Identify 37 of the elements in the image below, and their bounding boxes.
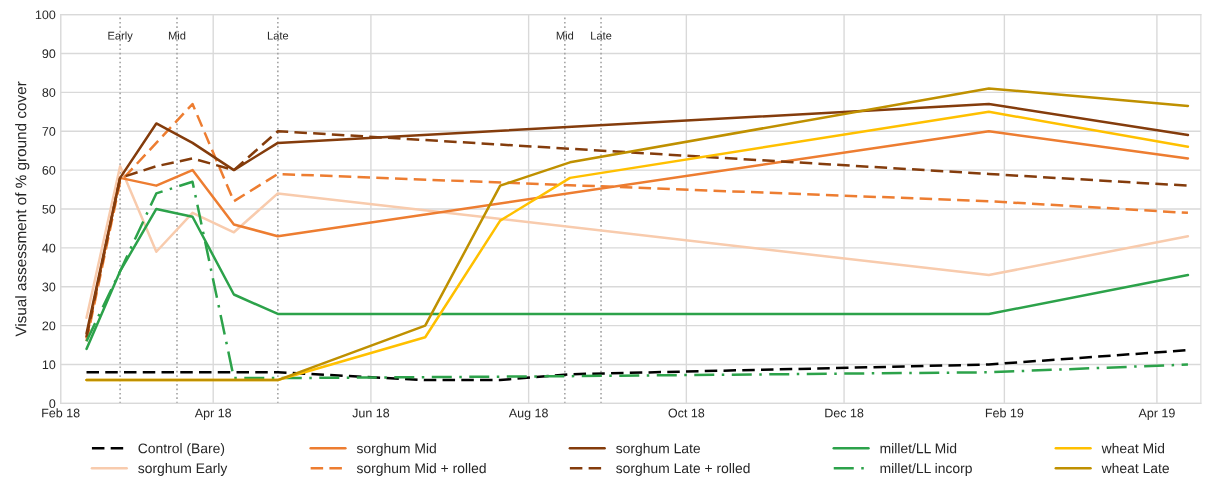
y-tick-label: 100	[35, 10, 56, 20]
y-tick-label: 40	[42, 243, 56, 253]
x-tick-label: Apr 19	[1138, 408, 1175, 420]
legend-label: sorghum Late + rolled	[616, 462, 750, 476]
legend-label: sorghum Mid + rolled	[356, 462, 486, 476]
legend-label: millet/LL incorp	[880, 462, 972, 476]
legend-label: millet/LL Mid	[880, 443, 957, 454]
y-tick-label: 10	[42, 360, 56, 370]
x-tick-label: Feb 18	[42, 408, 80, 418]
x-tick-label: Aug 18	[508, 408, 548, 420]
ref-line-label: Early	[108, 31, 133, 42]
line-series	[85, 180, 1190, 380]
ref-line-label: Mid	[556, 31, 574, 40]
y-tick-label: 20	[42, 321, 56, 331]
legend-label: Control (Bare)	[138, 443, 225, 457]
ref-line-label: Late	[267, 31, 289, 40]
x-tick-label: Apr 18	[194, 408, 232, 420]
y-tick-label: 70	[42, 127, 56, 136]
x-tick-label: Feb 19	[985, 408, 1024, 418]
x-tick-label: Jun 18	[352, 408, 390, 418]
y-tick-label: 80	[42, 88, 56, 97]
ref-line-label: Late	[591, 31, 612, 40]
y-tick-label: 60	[42, 165, 56, 175]
y-tick-label: 30	[42, 282, 56, 292]
x-tick-label: Dec 18	[825, 408, 864, 418]
x-tick-label: Oct 18	[668, 408, 705, 418]
legend-label: wheat Late	[1101, 462, 1169, 474]
legend-label: wheat Mid	[1101, 443, 1165, 454]
legend-label: sorghum Early	[138, 462, 228, 476]
legend-label: sorghum Mid	[356, 443, 436, 457]
legend-label: sorghum Late	[616, 443, 701, 457]
y-axis-title: Visual assessment of % ground cover	[15, 81, 30, 337]
y-tick-label: 0	[49, 399, 56, 409]
y-tick-label: 50	[42, 204, 56, 214]
line-series	[85, 164, 1190, 320]
ref-line-label: Mid	[168, 31, 186, 40]
y-tick-label: 90	[42, 49, 56, 59]
